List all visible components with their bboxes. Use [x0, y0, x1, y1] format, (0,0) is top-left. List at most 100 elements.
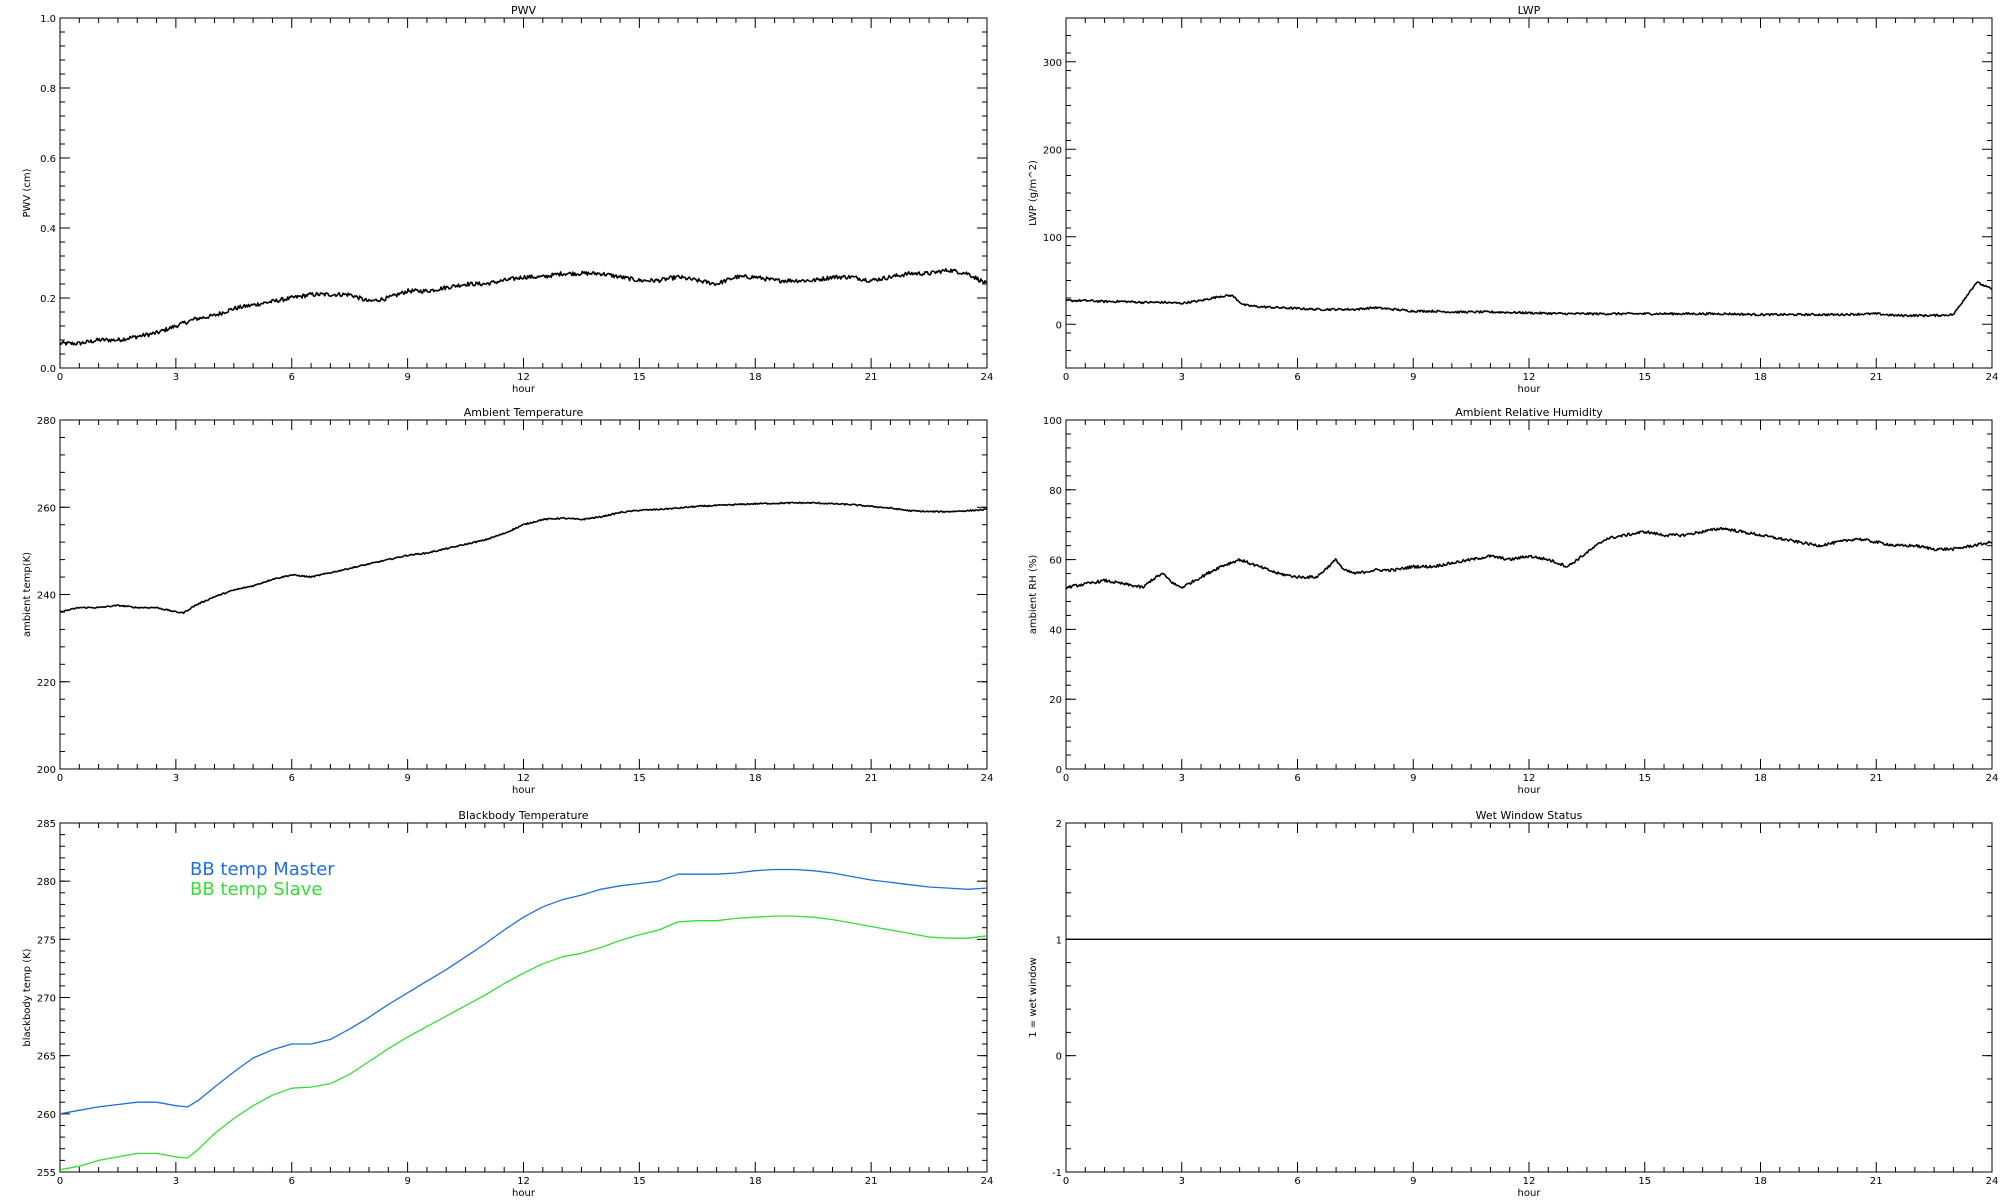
y-tick-label: 20 [1049, 695, 1062, 706]
chart-ambient-temperature: Ambient Temperature hour ambient temp(K) 0 3… [22, 406, 993, 796]
x-tick-label: 3 [1179, 773, 1185, 784]
series-line-2 [59, 915, 988, 1171]
plot-frame [1065, 822, 1993, 1173]
x-axis-label: hour [1518, 785, 1542, 796]
plot-frame [59, 419, 988, 770]
chart-title: Wet Window Status [1476, 809, 1583, 822]
series-line-1 [59, 501, 988, 615]
y-tick-label: 0.4 [40, 224, 56, 235]
y-tick-label: 0 [1056, 765, 1062, 776]
x-tick-label: 18 [1754, 1176, 1767, 1187]
y-tick-label: 0 [1056, 1052, 1062, 1063]
y-axis-label: ambient RH (%) [1028, 555, 1039, 635]
x-tick-label: 6 [289, 773, 295, 784]
plot-frame [59, 17, 988, 369]
y-tick-label: 200 [37, 765, 56, 776]
y-tick-label: 0.2 [40, 294, 56, 305]
plot-frame [1065, 17, 1993, 369]
series-line-1 [59, 267, 988, 346]
x-tick-label: 21 [1870, 1176, 1883, 1187]
x-tick-label: 3 [173, 372, 179, 383]
y-tick-label: 300 [1043, 58, 1062, 69]
y-tick-label: 60 [1049, 556, 1062, 567]
y-tick-label: 40 [1049, 625, 1062, 636]
x-tick-label: 15 [633, 1176, 646, 1187]
legend-entry-1: BB temp Master [190, 859, 335, 880]
chart-title: Ambient Relative Humidity [1455, 406, 1603, 419]
y-axis-label: PWV (cm) [22, 168, 33, 217]
y-tick-label: -1 [1052, 1168, 1062, 1179]
x-tick-label: 6 [289, 1176, 295, 1187]
x-tick-label: 18 [749, 1176, 762, 1187]
y-tick-label: 220 [37, 678, 56, 689]
x-tick-label: 18 [1754, 773, 1767, 784]
y-axis-label: LWP (g/m^2) [1028, 160, 1039, 226]
x-tick-label: 18 [1754, 372, 1767, 383]
chart-title: LWP [1518, 4, 1541, 17]
y-tick-label: 280 [37, 877, 56, 888]
x-tick-label: 9 [1410, 773, 1416, 784]
x-tick-label: 6 [289, 372, 295, 383]
chart-lwp: LWP hour LWP (g/m^2) 0 3 6 9 12 15 18 21 24 0 100 200 3… [1028, 4, 1998, 395]
chart-pwv: PWV hour PWV (cm) 0 3 6 9 12 15 18 21 24 0.0 0.2 0.4 0.… [22, 4, 993, 395]
x-axis-label: hour [1518, 384, 1542, 395]
y-tick-label: 285 [37, 819, 56, 830]
x-axis-label: hour [512, 1188, 536, 1199]
x-tick-label: 9 [404, 773, 410, 784]
x-axis-label: hour [512, 384, 536, 395]
y-axis-label: blackbody temp (K) [22, 948, 33, 1046]
x-tick-label: 18 [749, 773, 762, 784]
x-tick-label: 21 [1870, 773, 1883, 784]
x-tick-label: 12 [1523, 372, 1536, 383]
x-tick-label: 0 [57, 372, 63, 383]
x-tick-label: 6 [1294, 773, 1300, 784]
y-tick-label: 1 [1056, 935, 1062, 946]
x-tick-label: 0 [57, 1176, 63, 1187]
x-axis-label: hour [512, 785, 536, 796]
y-tick-label: 100 [1043, 416, 1062, 427]
x-tick-label: 21 [865, 1176, 878, 1187]
x-tick-label: 24 [1986, 1176, 1999, 1187]
x-tick-label: 18 [749, 372, 762, 383]
y-tick-label: 280 [37, 416, 56, 427]
chart-title: PWV [511, 4, 537, 17]
y-tick-label: 200 [1043, 145, 1062, 156]
x-tick-label: 24 [981, 372, 994, 383]
y-tick-label: 0.6 [40, 154, 56, 165]
x-tick-label: 9 [1410, 372, 1416, 383]
x-tick-label: 3 [173, 773, 179, 784]
y-tick-label: 275 [37, 935, 56, 946]
y-tick-label: 270 [37, 994, 56, 1005]
x-tick-label: 9 [404, 372, 410, 383]
y-tick-label: 0.8 [40, 84, 56, 95]
x-tick-label: 3 [1179, 1176, 1185, 1187]
series-line-1 [1065, 281, 1993, 318]
x-tick-label: 21 [865, 773, 878, 784]
chart-wet-window-status: Wet Window Status hour 1 = wet window 0 3 6 9 1… [1028, 809, 1998, 1199]
y-tick-label: 0 [1056, 320, 1062, 331]
x-tick-label: 6 [1294, 1176, 1300, 1187]
y-tick-label: 240 [37, 591, 56, 602]
y-tick-label: 2 [1056, 819, 1062, 830]
x-tick-label: 12 [517, 372, 530, 383]
x-tick-label: 0 [1063, 773, 1069, 784]
x-tick-label: 12 [1523, 773, 1536, 784]
x-tick-label: 6 [1294, 372, 1300, 383]
chart-title: Blackbody Temperature [458, 809, 588, 822]
x-tick-label: 3 [1179, 372, 1185, 383]
y-tick-label: 1.0 [40, 14, 56, 25]
x-tick-label: 24 [981, 773, 994, 784]
series-line-1 [59, 868, 988, 1115]
x-tick-label: 0 [1063, 1176, 1069, 1187]
y-axis-label: 1 = wet window [1028, 957, 1039, 1037]
x-tick-label: 15 [1638, 773, 1651, 784]
y-tick-label: 80 [1049, 486, 1062, 497]
x-tick-label: 12 [1523, 1176, 1536, 1187]
y-tick-label: 260 [37, 1110, 56, 1121]
chart-title: Ambient Temperature [464, 406, 584, 419]
chart-ambient-relative-humidity: Ambient Relative Humidity hour ambient RH … [1028, 406, 1998, 796]
x-tick-label: 0 [57, 773, 63, 784]
series-line-1 [1065, 526, 1993, 590]
x-tick-label: 24 [1986, 773, 1999, 784]
